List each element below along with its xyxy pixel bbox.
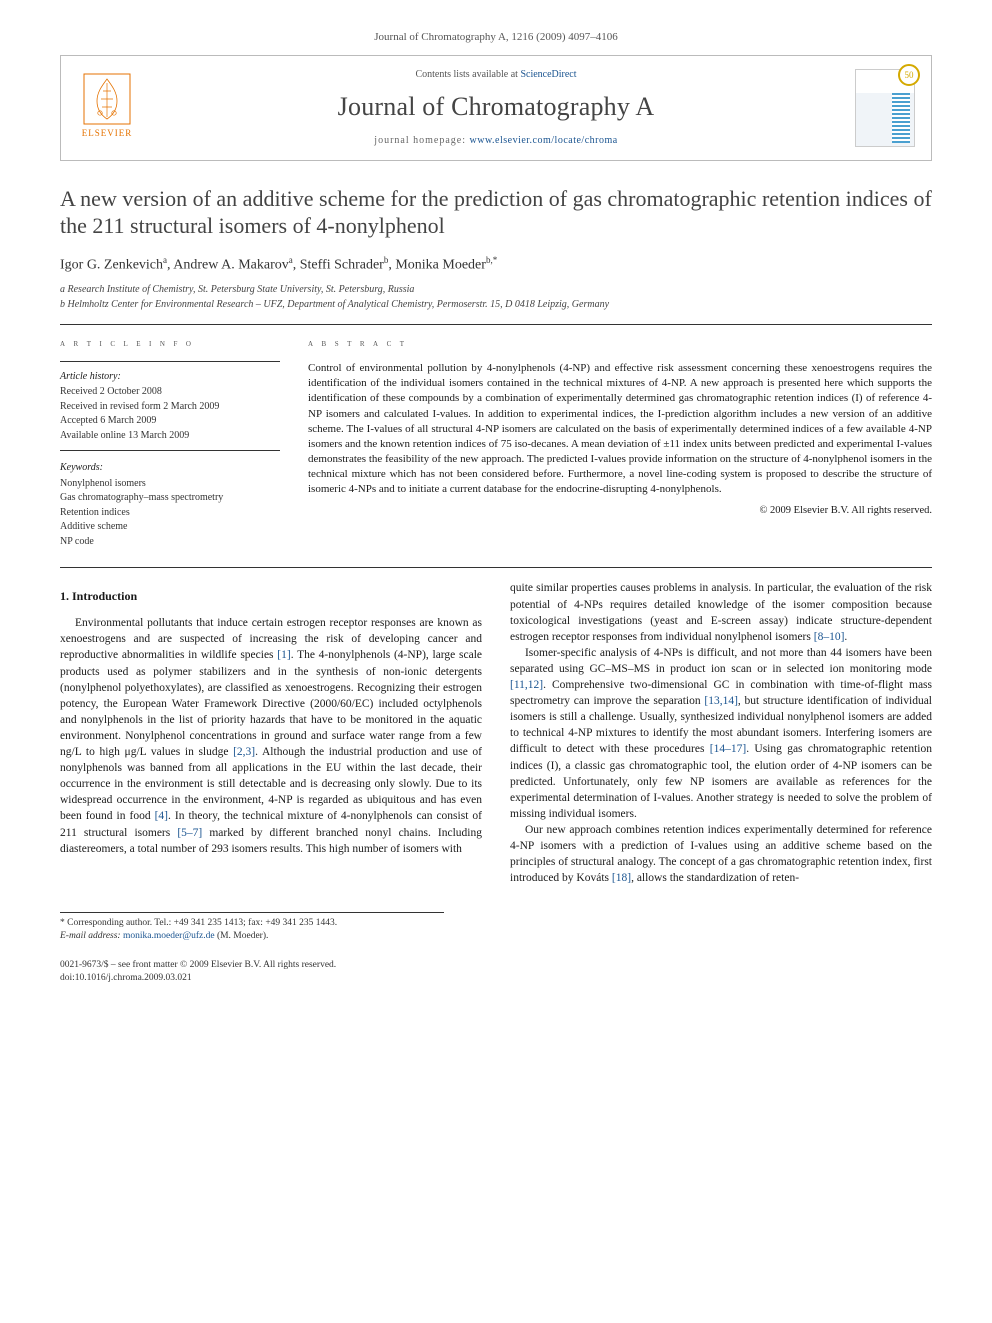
contents-line: Contents lists available at ScienceDirec… (153, 68, 839, 82)
footer-meta: 0021-9673/$ – see front matter © 2009 El… (60, 959, 444, 985)
email-line: E-mail address: monika.moeder@ufz.de (M.… (60, 930, 444, 943)
email-label: E-mail address: (60, 931, 123, 941)
doi-line: doi:10.1016/j.chroma.2009.03.021 (60, 972, 444, 985)
journal-homepage-link[interactable]: www.elsevier.com/locate/chroma (470, 135, 618, 146)
homepage-prefix: journal homepage: (374, 135, 469, 146)
keyword-5: NP code (60, 535, 280, 549)
ref-link-r18[interactable]: [18] (612, 872, 631, 884)
running-header: Journal of Chromatography A, 1216 (2009)… (60, 30, 932, 45)
abstract-heading: a b s t r a c t (308, 337, 932, 351)
affiliation-b: b Helmholtz Center for Environmental Res… (60, 298, 932, 312)
homepage-line: journal homepage: www.elsevier.com/locat… (153, 134, 839, 148)
corresponding-author-footer: * Corresponding author. Tel.: +49 341 23… (60, 912, 444, 943)
keyword-3: Retention indices (60, 506, 280, 520)
section-1-heading: 1. Introduction (60, 588, 482, 605)
elsevier-brand-text: ELSEVIER (82, 127, 133, 139)
ref-link-r1112[interactable]: [11,12] (510, 679, 543, 691)
abstract-text: Control of environmental pollution by 4-… (308, 361, 932, 498)
info-rule-2 (60, 450, 280, 451)
body-p4: Our new approach combines retention indi… (510, 822, 932, 886)
abstract-column: a b s t r a c t Control of environmental… (308, 337, 932, 549)
front-matter-line: 0021-9673/$ – see front matter © 2009 El… (60, 959, 444, 972)
journal-name: Journal of Chromatography A (153, 89, 839, 124)
info-rule-1 (60, 361, 280, 362)
header-center: Contents lists available at ScienceDirec… (153, 68, 839, 148)
keyword-4: Additive scheme (60, 520, 280, 534)
elsevier-logo: ELSEVIER (77, 73, 137, 143)
ref-link-r1314[interactable]: [13,14] (704, 695, 738, 707)
body-p3: Isomer-specific analysis of 4-NPs is dif… (510, 645, 932, 822)
rule-top (60, 324, 932, 325)
affiliation-a: a Research Institute of Chemistry, St. P… (60, 283, 932, 297)
history-revised: Received in revised form 2 March 2009 (60, 400, 280, 414)
article-info-column: a r t i c l e i n f o Article history: R… (60, 337, 280, 549)
keyword-2: Gas chromatography–mass spectrometry (60, 491, 280, 505)
email-link[interactable]: monika.moeder@ufz.de (123, 931, 215, 941)
journal-header-box: ELSEVIER Contents lists available at Sci… (60, 55, 932, 161)
keyword-1: Nonylphenol isomers (60, 477, 280, 491)
info-abstract-row: a r t i c l e i n f o Article history: R… (60, 337, 932, 549)
body-p2: quite similar properties causes problems… (510, 580, 932, 644)
article-title: A new version of an additive scheme for … (60, 185, 932, 240)
abstract-copyright: © 2009 Elsevier B.V. All rights reserved… (308, 504, 932, 518)
corr-author-line: * Corresponding author. Tel.: +49 341 23… (60, 917, 444, 930)
body-p1: Environmental pollutants that induce cer… (60, 615, 482, 856)
ref-link-r1[interactable]: [1] (277, 649, 290, 661)
contents-prefix: Contents lists available at (415, 69, 520, 80)
history-online: Available online 13 March 2009 (60, 429, 280, 443)
ref-link-r23[interactable]: [2,3] (233, 746, 255, 758)
ref-link-r1417[interactable]: [14–17] (710, 743, 746, 755)
email-suffix: (M. Moeder). (217, 931, 268, 941)
authors-line: Igor G. Zenkevicha, Andrew A. Makarova, … (60, 254, 932, 276)
ref-link-r4[interactable]: [4] (155, 810, 168, 822)
history-accepted: Accepted 6 March 2009 (60, 414, 280, 428)
history-received: Received 2 October 2008 (60, 385, 280, 399)
anniversary-badge-icon: 50 (898, 64, 920, 86)
elsevier-tree-icon (83, 73, 131, 125)
history-label: Article history: (60, 370, 280, 384)
affiliations: a Research Institute of Chemistry, St. P… (60, 283, 932, 312)
journal-cover-thumb: 50 (855, 69, 915, 147)
sciencedirect-link[interactable]: ScienceDirect (520, 69, 576, 80)
rule-mid (60, 567, 932, 568)
keywords-label: Keywords: (60, 461, 280, 475)
ref-link-r810[interactable]: [8–10] (814, 631, 845, 643)
ref-link-r57[interactable]: [5–7] (177, 827, 202, 839)
body-text: 1. Introduction Environmental pollutants… (60, 580, 932, 886)
article-info-heading: a r t i c l e i n f o (60, 337, 280, 351)
